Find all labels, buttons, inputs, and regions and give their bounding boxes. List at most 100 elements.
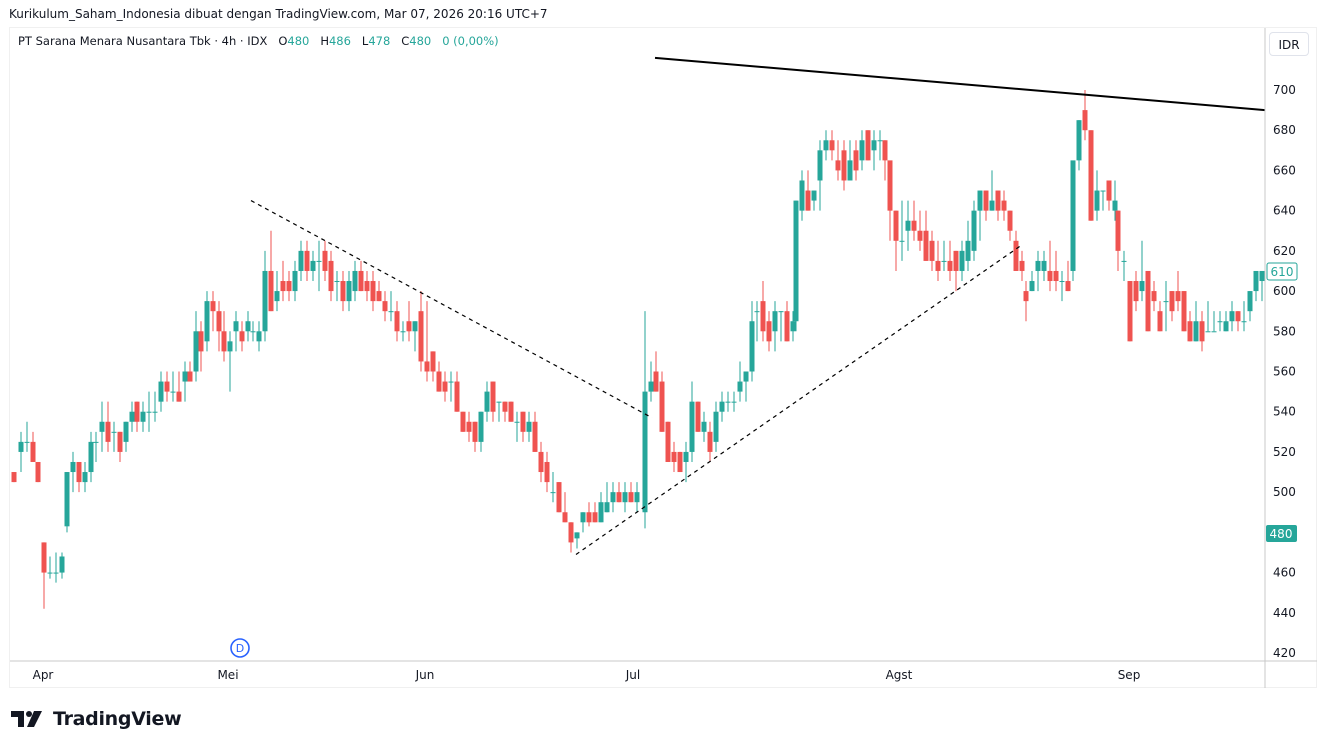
candle: [286, 270, 292, 302]
time-axis[interactable]: Apr Mei Jun Jul Agst Sep: [33, 668, 1141, 682]
candles-layer: [11, 90, 1265, 609]
candle: [1082, 90, 1088, 141]
candle: [695, 401, 701, 432]
candle: [484, 381, 490, 422]
candle: [1047, 240, 1053, 292]
candle: [170, 371, 176, 402]
candle: [164, 371, 170, 402]
candle: [394, 301, 400, 342]
candle: [1112, 180, 1118, 221]
candle: [88, 431, 94, 483]
trendlines-layer[interactable]: [250, 56, 1265, 555]
open-value: 480: [287, 34, 310, 48]
price-axis[interactable]: 700 680 660 640 620 600 580 560 540 520 500 460 440 4…: [1273, 83, 1296, 660]
price-tick-label: 540: [1273, 405, 1296, 419]
price-marker-tag: 610: [1266, 262, 1298, 281]
candle: [1175, 270, 1181, 312]
candle: [947, 240, 953, 282]
dividend-icon[interactable]: [230, 638, 250, 658]
candle: [1235, 311, 1241, 332]
candle: [853, 140, 859, 181]
candle: [1163, 281, 1169, 332]
candle: [1217, 311, 1223, 332]
candle: [418, 291, 424, 372]
time-tick-label: Jul: [625, 668, 640, 682]
candle: [799, 170, 805, 221]
dividend-label: D: [236, 642, 244, 655]
low-label: L: [361, 34, 369, 48]
candle: [1088, 130, 1094, 221]
candle: [176, 371, 182, 402]
time-tick-label: Agst: [886, 668, 913, 682]
candle: [514, 411, 520, 442]
candle: [322, 240, 328, 282]
candle: [1139, 240, 1145, 302]
candle: [877, 130, 883, 161]
current-price-label: 480: [1270, 527, 1293, 541]
candle: [917, 210, 923, 251]
resistance-trendline[interactable]: [654, 56, 1265, 112]
candle: [424, 301, 430, 382]
price-tick-label: 680: [1273, 123, 1296, 137]
candle: [1106, 180, 1112, 211]
candle: [502, 401, 508, 422]
candle: [1076, 120, 1082, 171]
current-price-tag: 480: [1266, 525, 1297, 542]
candle: [622, 482, 628, 513]
candle: [24, 421, 30, 452]
candle: [580, 512, 586, 533]
candle: [793, 200, 799, 332]
candle: [204, 291, 210, 352]
candle: [659, 371, 665, 432]
candle: [140, 401, 146, 432]
price-tick-label: 640: [1273, 204, 1296, 218]
dashed-trendline[interactable]: [575, 244, 1023, 555]
candle: [1157, 301, 1163, 332]
candle: [1247, 291, 1253, 322]
candle: [41, 542, 47, 609]
tradingview-logo[interactable]: TradingView: [11, 708, 182, 730]
candle: [989, 170, 995, 211]
candle: [146, 391, 152, 432]
candle: [995, 190, 1001, 221]
candle: [472, 421, 478, 452]
candle: [707, 421, 713, 462]
candle: [550, 472, 556, 503]
candle: [406, 301, 412, 342]
candle: [1211, 311, 1217, 333]
candle: [1070, 160, 1076, 282]
candle: [430, 351, 436, 382]
candle: [871, 130, 877, 171]
currency-button[interactable]: IDR: [1269, 32, 1309, 56]
candle: [1053, 250, 1059, 292]
candle: [1019, 250, 1025, 282]
candle: [256, 321, 262, 352]
candle: [496, 401, 502, 422]
candle: [239, 321, 245, 352]
candle: [1127, 281, 1133, 342]
candle: [1205, 301, 1211, 333]
candle: [604, 482, 610, 513]
candle: [1199, 311, 1205, 352]
candle: [905, 200, 911, 251]
candle: [977, 190, 983, 241]
candle: [304, 240, 310, 282]
candle: [743, 371, 749, 402]
candle: [648, 361, 654, 402]
high-value: 486: [328, 34, 351, 48]
symbol-name[interactable]: PT Sarana Menara Nusantara Tbk · 4h · ID…: [18, 34, 268, 48]
candle: [941, 240, 947, 271]
candle: [766, 311, 772, 352]
candle: [1115, 210, 1121, 271]
candle: [182, 361, 188, 402]
candle: [352, 260, 358, 302]
candle: [227, 331, 233, 392]
candle: [370, 270, 376, 312]
candle: [592, 502, 598, 523]
candle: [1094, 170, 1100, 221]
dividend-marker[interactable]: D: [230, 638, 250, 658]
candle: [1023, 281, 1029, 322]
candle: [754, 301, 760, 342]
candle: [64, 472, 70, 533]
